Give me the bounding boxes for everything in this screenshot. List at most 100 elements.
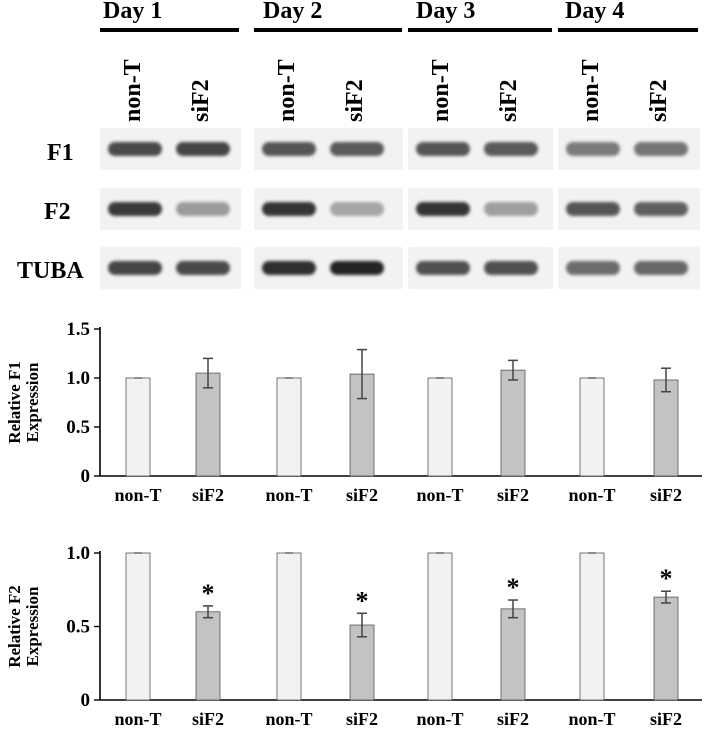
blot-row-label-f1: F1 — [47, 140, 74, 166]
y-tick-label: 0 — [81, 466, 91, 487]
day-label: Day 3 — [416, 0, 476, 24]
lane-label-non-T: non-T — [120, 59, 146, 122]
day-underline — [254, 28, 402, 32]
lane-label-siF2: siF2 — [342, 79, 368, 122]
lane-label-siF2: siF2 — [188, 79, 214, 122]
day-label: Day 4 — [565, 0, 625, 24]
day-underline — [408, 28, 552, 32]
blot-panel — [100, 247, 241, 289]
significance-marker: * — [660, 564, 673, 593]
y-axis-label: Relative F2 — [5, 585, 24, 668]
y-tick-label: 0.5 — [66, 617, 90, 638]
blot-band — [634, 261, 688, 275]
lane-label-non-T: non-T — [428, 59, 454, 122]
blot-band — [262, 261, 316, 275]
blot-panel — [558, 247, 700, 289]
x-tick-label: non-T — [568, 709, 615, 729]
day-label: Day 1 — [103, 0, 163, 24]
x-tick-label: non-T — [114, 485, 161, 505]
blot-panel — [254, 188, 403, 230]
y-axis-label: Expression — [23, 362, 42, 443]
x-tick-label: non-T — [114, 709, 161, 729]
bar — [579, 552, 605, 701]
bar — [125, 552, 151, 701]
y-tick-label: 0 — [81, 690, 91, 711]
chart-relative-f1: 0 0.5 1.0 1.5 Relative F1 Expression non-T siF2… — [5, 319, 702, 505]
x-tick-label: non-T — [265, 709, 312, 729]
day-underline — [100, 28, 239, 32]
blot-band — [176, 142, 230, 156]
day-label: Day 2 — [263, 0, 323, 24]
blot-band — [416, 261, 470, 275]
y-tick-label: 1.5 — [66, 319, 90, 340]
blot-band — [330, 142, 384, 156]
x-tick-label: siF2 — [192, 709, 224, 729]
x-tick-label: non-T — [416, 709, 463, 729]
x-tick-label: siF2 — [650, 485, 682, 505]
blot-panel — [254, 247, 403, 289]
blot-band — [484, 261, 538, 275]
x-tick-label: siF2 — [650, 709, 682, 729]
blot-band — [262, 202, 316, 216]
significance-marker: * — [507, 573, 520, 602]
bar — [579, 377, 605, 477]
blot-band — [330, 202, 384, 216]
blot-band — [416, 142, 470, 156]
bar — [276, 552, 302, 701]
lane-label-non-T: non-T — [274, 59, 300, 122]
blot-band — [634, 142, 688, 156]
blot-panel — [408, 247, 553, 289]
blot-band — [108, 202, 162, 216]
bar — [427, 377, 453, 477]
blot-band — [176, 261, 230, 275]
bar — [276, 377, 302, 477]
blot-band — [484, 202, 538, 216]
blot-band — [634, 202, 688, 216]
bar — [125, 377, 151, 477]
bar — [653, 379, 679, 477]
blot-band — [108, 142, 162, 156]
blot-band — [566, 142, 620, 156]
blot-band — [330, 261, 384, 275]
blot-band — [108, 261, 162, 275]
blot-band — [262, 142, 316, 156]
x-tick-label: non-T — [416, 485, 463, 505]
bar — [500, 608, 526, 701]
x-tick-label: siF2 — [346, 485, 378, 505]
bar — [653, 596, 679, 701]
bar — [195, 611, 221, 701]
y-axis-label: Expression — [23, 586, 42, 667]
chart-relative-f2: 0 0.5 1.0 Relative F2 Expression non-T * siF2 no… — [5, 543, 702, 729]
blot-band — [176, 202, 230, 216]
y-tick-label: 0.5 — [66, 417, 90, 438]
blot-panel — [100, 128, 241, 170]
y-axis-label: Relative F1 — [5, 361, 24, 444]
day-underline — [558, 28, 698, 32]
blot-panel — [408, 188, 553, 230]
blot-row-label-f2: F2 — [44, 199, 71, 225]
blot-panel — [254, 128, 403, 170]
x-tick-label: non-T — [568, 485, 615, 505]
x-tick-label: siF2 — [346, 709, 378, 729]
bar — [500, 369, 526, 477]
x-tick-label: siF2 — [192, 485, 224, 505]
blot-band — [566, 261, 620, 275]
blot-band — [484, 142, 538, 156]
x-tick-label: siF2 — [497, 709, 529, 729]
y-tick-label: 1.0 — [66, 543, 90, 564]
lane-label-non-T: non-T — [578, 59, 604, 122]
blot-panel — [100, 188, 241, 230]
lane-label-siF2: siF2 — [646, 79, 672, 122]
lane-label-siF2: siF2 — [496, 79, 522, 122]
blot-row-label-tuba: TUBA — [17, 258, 84, 284]
bar — [427, 552, 453, 701]
bar — [195, 372, 221, 477]
blot-panel — [558, 128, 700, 170]
significance-marker: * — [202, 579, 215, 608]
significance-marker: * — [356, 586, 369, 615]
blot-panel — [408, 128, 553, 170]
x-tick-label: siF2 — [497, 485, 529, 505]
y-tick-label: 1.0 — [66, 368, 90, 389]
blot-panel — [558, 188, 700, 230]
blot-band — [416, 202, 470, 216]
